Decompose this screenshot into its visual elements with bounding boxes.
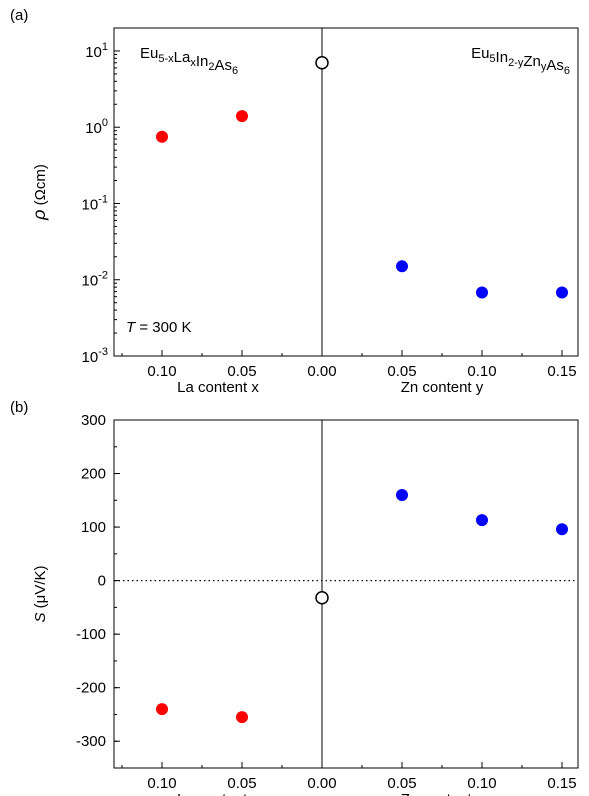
x-tick-label: 0.15	[547, 363, 576, 380]
x-tick-label: 0.15	[547, 775, 576, 792]
x-tick-label: 0.00	[307, 775, 336, 792]
x-axis-label-la: La content x	[177, 379, 259, 396]
data-point	[236, 110, 248, 123]
y-tick-label: 101	[85, 41, 108, 61]
y-tick-label: 0	[98, 573, 106, 590]
x-axis-label-la: La content x	[177, 791, 259, 796]
formula-zn-doped: Eu5In2-yZnyAs6	[471, 45, 570, 77]
panel-label: (a)	[10, 7, 28, 24]
x-tick-label: 0.10	[467, 775, 496, 792]
plot-frame	[113, 419, 579, 769]
temperature-label: T = 300 K	[126, 319, 191, 336]
data-point	[556, 286, 568, 299]
data-point	[236, 711, 248, 724]
y-tick-label: 100	[81, 519, 106, 536]
y-tick-label: 100	[85, 117, 108, 137]
x-tick-label: 0.10	[147, 363, 176, 380]
panel-a: (a) 101 100 10-1 10-2 10-3 0.10 0.05 0.00 0.05 0.1…	[10, 7, 579, 396]
y-tick-label: -100	[76, 626, 106, 643]
x-tick-label: 0.10	[147, 775, 176, 792]
y-tick-label: 10-2	[82, 270, 108, 290]
x-tick-label: 0.00	[307, 363, 336, 380]
x-tick-label: 0.05	[227, 775, 256, 792]
data-point	[156, 703, 168, 716]
data-point	[556, 523, 568, 536]
y-tick-label: -200	[76, 680, 106, 697]
y-axis-label: S (μV/K)	[32, 566, 49, 623]
plot-frame	[113, 27, 579, 357]
y-tick-label: 300	[81, 412, 106, 429]
data-point	[476, 514, 488, 527]
y-tick-label: 200	[81, 466, 106, 483]
x-axis-label-zn: Zn content y	[401, 379, 484, 396]
x-tick-label: 0.05	[387, 363, 416, 380]
data-point	[315, 56, 329, 70]
y-tick-label: -300	[76, 733, 106, 750]
formula-la-doped: Eu5-xLaxIn2As6	[140, 45, 238, 77]
y-tick-label: 10-3	[82, 346, 108, 366]
y-axis-label: ρ (Ωcm)	[29, 164, 49, 221]
y-tick-label: 10-1	[82, 193, 108, 213]
data-point	[476, 286, 488, 299]
data-point	[156, 130, 168, 143]
data-point	[396, 260, 408, 273]
x-axis-label-zn: Zn content y	[401, 791, 484, 796]
x-tick-label: 0.10	[467, 363, 496, 380]
panel-b: (b) 300 200 100 0 -100 -200 -300 0.10 0.05 0.00 0.0…	[10, 399, 579, 796]
x-tick-label: 0.05	[227, 363, 256, 380]
data-point	[396, 488, 408, 501]
panel-label: (b)	[10, 399, 28, 416]
data-point	[315, 590, 329, 605]
x-tick-label: 0.05	[387, 775, 416, 792]
